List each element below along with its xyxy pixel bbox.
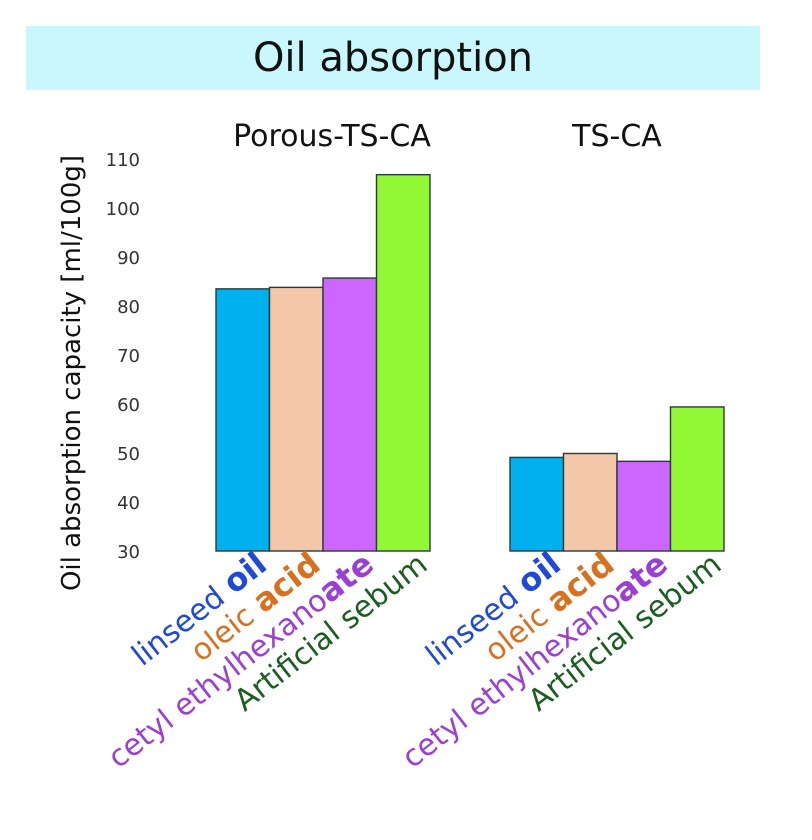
- y-tick-label: 30: [117, 542, 140, 563]
- bar: [268, 286, 324, 552]
- bar: [616, 460, 672, 552]
- bar: [375, 173, 431, 552]
- bar: [509, 456, 565, 552]
- y-tick-label: 90: [117, 248, 140, 269]
- panel-title: TS-CA: [571, 119, 662, 154]
- y-tick-label: 70: [117, 346, 140, 367]
- bar: [322, 277, 378, 552]
- y-tick-label: 50: [117, 444, 140, 465]
- y-tick-label: 80: [117, 297, 140, 318]
- y-tick-label: 60: [117, 395, 140, 416]
- bar: [562, 452, 618, 552]
- y-tick-label: 100: [106, 199, 140, 220]
- y-tick-label: 40: [117, 493, 140, 514]
- bar: [669, 406, 725, 552]
- y-tick-label: 110: [106, 150, 140, 171]
- panel-title: Porous-TS-CA: [233, 119, 431, 154]
- bar: [215, 288, 271, 552]
- y-axis-label: Oil absorption capacity [ml/100g]: [57, 155, 87, 591]
- chart-title: Oil absorption: [252, 35, 534, 81]
- chart-title-banner: Oil absorption: [26, 26, 760, 90]
